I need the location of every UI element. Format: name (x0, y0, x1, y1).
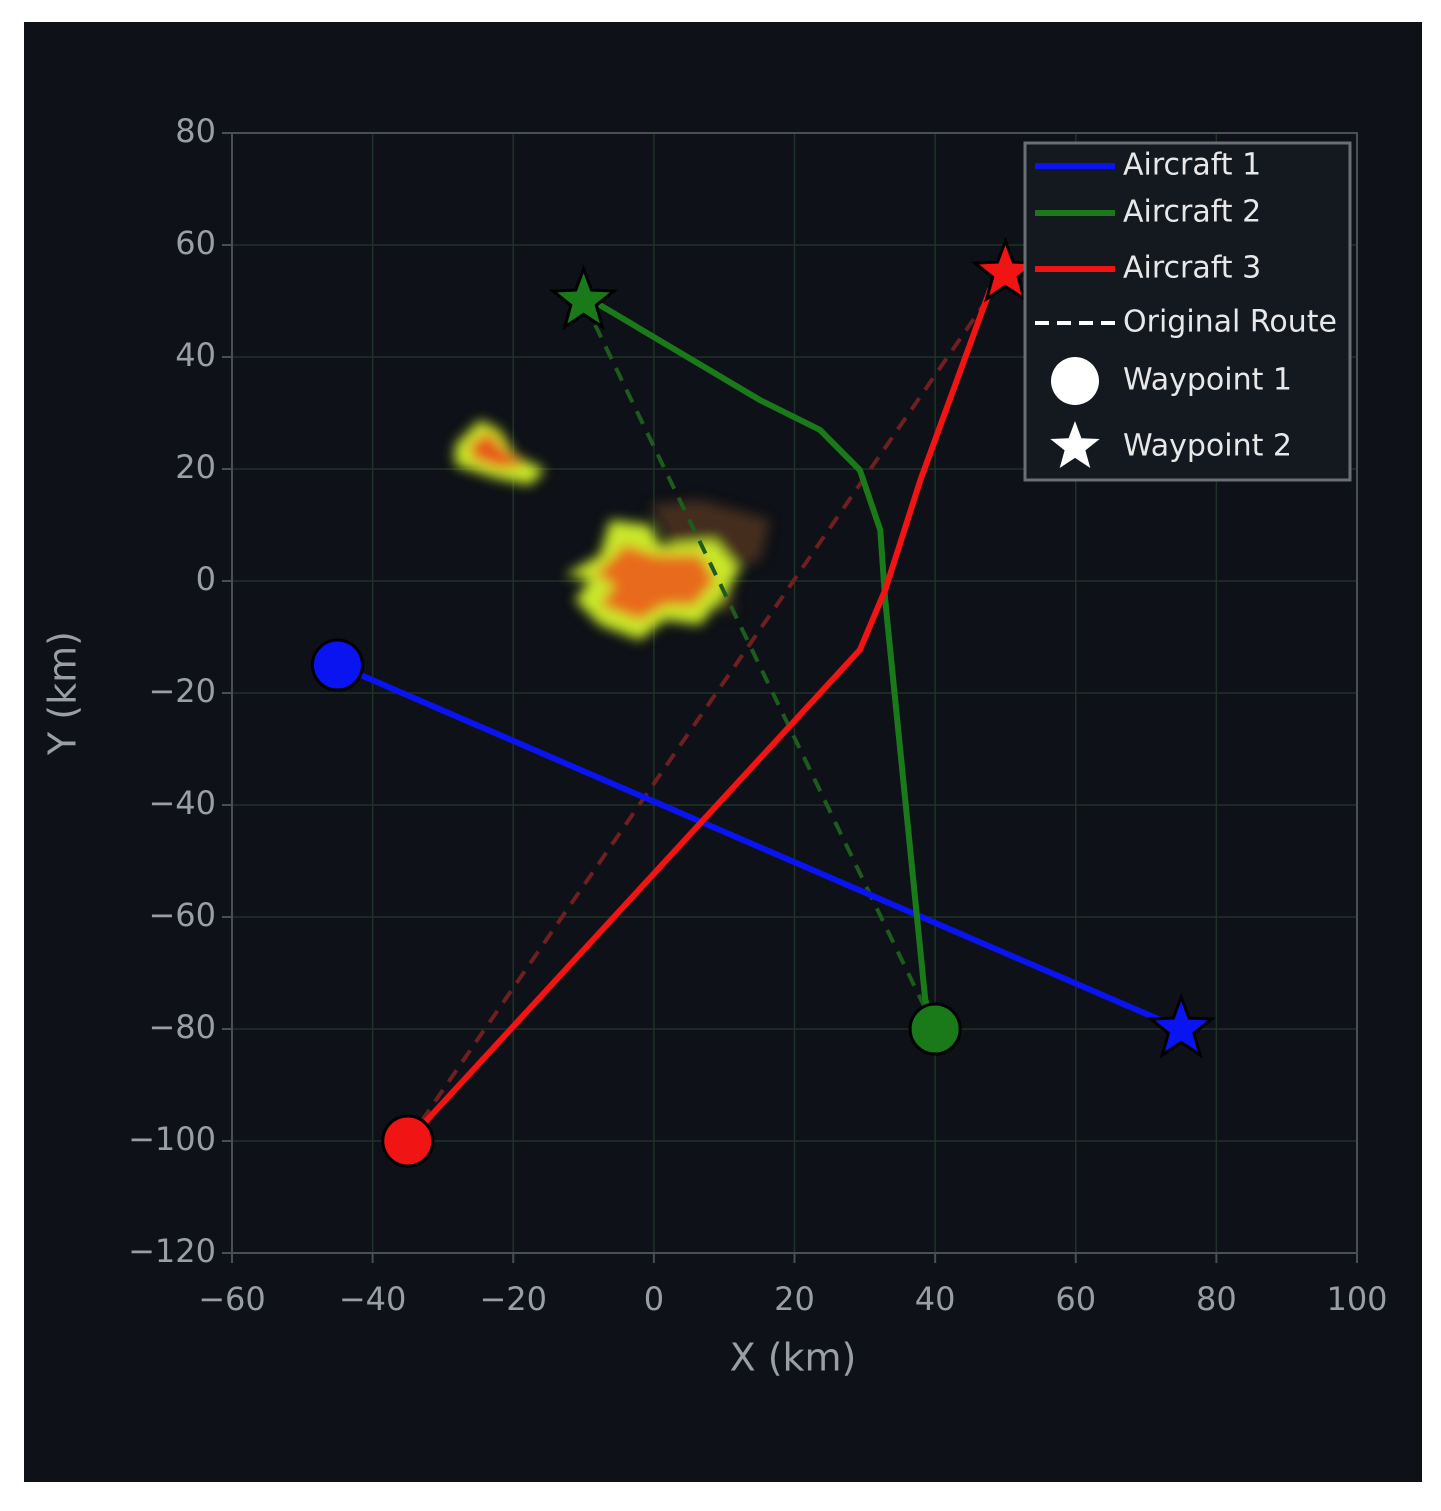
legend-label: Waypoint 2 (1123, 429, 1292, 464)
trajectory (336, 662, 1183, 1032)
y-tick-label: −120 (128, 1232, 216, 1270)
weather-cells (455, 420, 770, 640)
x-tick-label: 80 (1196, 1280, 1237, 1318)
y-tick-label: −80 (148, 1008, 216, 1046)
original-route (581, 300, 937, 1030)
y-tick-label: 80 (175, 112, 216, 150)
waypoint-1 (908, 1002, 962, 1056)
y-tick-label: −100 (128, 1120, 216, 1158)
waypoint-2 (549, 264, 619, 331)
y-tick-label: −20 (148, 672, 216, 710)
waypoint-2 (1146, 992, 1216, 1059)
original-route (406, 271, 1008, 1143)
x-tick-label: −60 (198, 1280, 266, 1318)
y-tick-label: 20 (175, 448, 216, 486)
trajectory (582, 298, 938, 1030)
legend: Aircraft 1 Aircraft 2 Aircraft 3 Original R… (1023, 141, 1352, 482)
x-tick-label: 0 (644, 1280, 664, 1318)
y-tick-label: 0 (196, 560, 216, 598)
y-axis-label: Y (km) (41, 631, 85, 756)
x-tick-label: 40 (915, 1280, 956, 1318)
weather-cell (470, 432, 525, 468)
legend-marker (1050, 421, 1100, 468)
legend-label: Aircraft 2 (1123, 195, 1261, 230)
legend-marker (1051, 357, 1099, 405)
x-tick-label: −40 (339, 1280, 407, 1318)
x-axis-label: X (km) (730, 1336, 857, 1380)
y-tick-label: −40 (148, 784, 216, 822)
waypoint-1 (310, 638, 364, 692)
legend-label: Waypoint 1 (1123, 363, 1292, 398)
legend-label: Aircraft 3 (1123, 251, 1261, 286)
y-tick-label: 40 (175, 336, 216, 374)
legend-box (1023, 141, 1352, 482)
x-tick-label: 60 (1055, 1280, 1096, 1318)
legend-label: Original Route (1123, 305, 1337, 340)
axes: −60 −40 −20 0 20 40 60 80 100 −120 −100 −80 −60 −40 −2… (128, 112, 1387, 1318)
y-tick-label: −60 (148, 896, 216, 934)
x-tick-label: −20 (479, 1280, 547, 1318)
x-tick-label: 20 (774, 1280, 815, 1318)
waypoints (310, 236, 1216, 1168)
legend-label: Aircraft 1 (1123, 148, 1261, 183)
weather-cell (595, 545, 715, 620)
waypoint-1 (381, 1114, 435, 1168)
y-tick-label: 60 (175, 224, 216, 262)
x-tick-label: 100 (1326, 1280, 1387, 1318)
